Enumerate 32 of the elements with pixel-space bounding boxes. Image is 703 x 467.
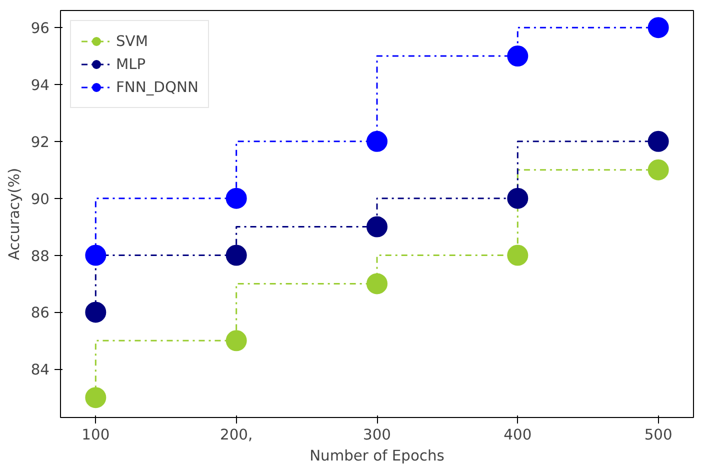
point [366, 273, 388, 294]
point [648, 159, 669, 180]
x-tick-label: 100 [82, 426, 110, 444]
y-tick-label: 84 [30, 362, 50, 379]
point [648, 130, 669, 152]
y-tick-label: 86 [30, 304, 50, 322]
legend-label: MLP [116, 56, 146, 72]
point [507, 244, 528, 266]
point [85, 244, 106, 266]
y-tick-label: 90 [30, 190, 50, 208]
y-tick-label: 94 [30, 77, 50, 94]
x-axis-title: Number of Epochs [310, 448, 444, 464]
point [226, 244, 247, 266]
x-tick-label: 300 [363, 426, 391, 444]
x-tick-label: 200, [220, 426, 253, 444]
x-tick-label: 500 [644, 426, 672, 444]
point [507, 188, 528, 209]
point [85, 387, 106, 408]
y-tick-label: 96 [30, 20, 50, 38]
point [366, 130, 388, 152]
point [366, 216, 388, 238]
point [85, 302, 106, 323]
x-tick-label: 400 [504, 426, 532, 444]
point [226, 188, 247, 209]
y-tick-label: 88 [30, 248, 50, 265]
legend-label: SVM [116, 32, 148, 50]
point [226, 330, 247, 352]
point [648, 17, 669, 38]
y-axis-title: Accuracy(%) [6, 168, 23, 260]
legend-label: FNN_DQNN [116, 78, 198, 96]
point [507, 46, 528, 67]
y-tick-label: 92 [30, 134, 50, 151]
